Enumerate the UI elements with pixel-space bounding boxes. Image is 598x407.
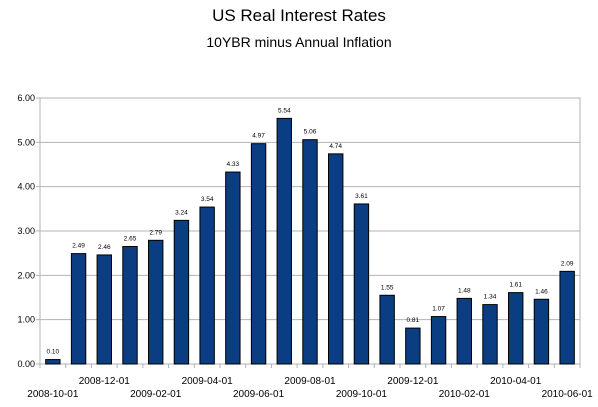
bar [353,203,370,365]
data-label: 3.61 [355,193,368,200]
x-tick-label: 2008-10-01 [27,389,79,400]
x-tick-label: 2008-12-01 [79,376,131,387]
bar [533,298,550,365]
bar [456,297,472,365]
data-label: 2.49 [72,243,85,250]
x-tick-label: 2009-12-01 [387,376,439,387]
data-label: 2.09 [561,260,574,267]
bar [508,292,524,365]
x-tick-label: 2010-02-01 [439,389,491,400]
bar [302,139,318,365]
data-label: 1.55 [381,284,394,291]
y-tick-label: 6.00 [17,93,35,103]
bar [45,359,61,365]
data-label: 2.79 [149,229,162,236]
bar [173,219,190,365]
data-label: 3.24 [175,209,188,216]
y-tick-label: 1.00 [17,315,35,325]
chart-subtitle: 10YBR minus Annual Inflation [206,34,392,50]
x-tick-label: 2009-06-01 [233,389,285,400]
bar [199,206,215,365]
data-label: 4.74 [329,143,342,150]
data-label: 1.48 [458,287,471,294]
bar [405,327,421,365]
x-tick-label: 2009-10-01 [336,389,388,400]
bar [250,143,267,365]
data-label: 1.34 [484,294,497,301]
bar [96,254,112,365]
bar [379,294,395,365]
chart-title: US Real Interest Rates [212,6,386,25]
bar [430,316,447,365]
bar [70,253,87,365]
data-label: 1.46 [535,288,548,295]
data-label: 3.54 [201,196,214,203]
data-label: 5.54 [278,107,291,114]
data-label: 0.81 [407,317,420,324]
data-label: 2.65 [124,236,137,243]
data-label: 2.46 [98,244,111,251]
data-label: 4.97 [252,133,265,140]
x-tick-label: 2009-08-01 [284,376,336,387]
data-label: 1.61 [509,282,522,289]
bar [276,117,292,365]
data-label: 0.10 [47,349,60,356]
x-tick-label: 2009-02-01 [130,389,182,400]
data-label: 4.33 [227,161,240,168]
x-tick-label: 2009-04-01 [182,376,234,387]
y-tick-label: 5.00 [17,137,35,147]
bar [559,270,575,365]
bar [328,153,344,365]
data-label: 5.06 [304,129,317,136]
x-tick-label: 2010-04-01 [490,376,542,387]
bar [482,304,498,365]
y-tick-label: 2.00 [17,270,35,280]
bar [225,171,241,365]
bar [122,246,138,365]
x-tick-label: 2010-06-01 [542,389,594,400]
bar [148,239,164,365]
y-tick-label: 0.00 [17,359,35,369]
y-tick-label: 3.00 [17,226,35,236]
data-label: 1.07 [432,306,445,313]
y-tick-label: 4.00 [17,182,35,192]
